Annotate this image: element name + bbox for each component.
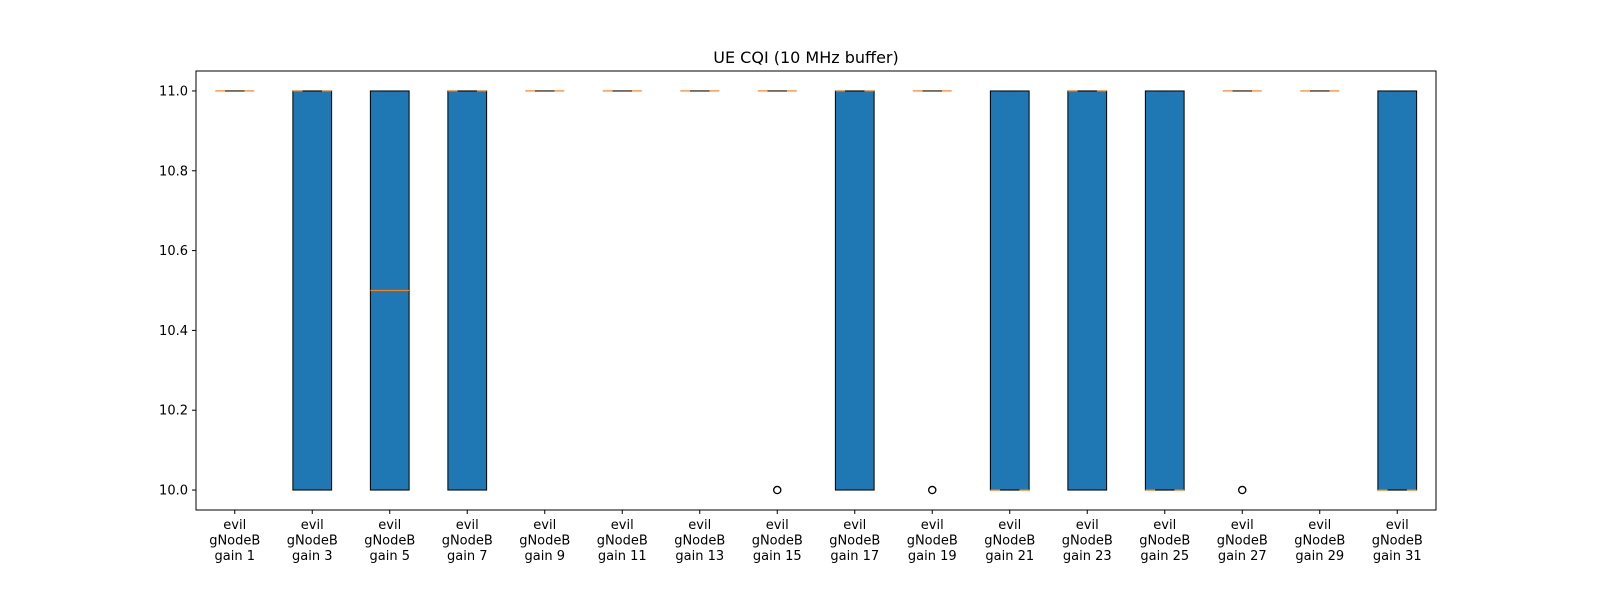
x-tick-label: gNodeB: [442, 534, 493, 549]
x-tick-label: evil: [1153, 518, 1176, 533]
x-tick-label: gain 5: [370, 549, 410, 564]
y-tick-label: 10.2: [159, 404, 188, 419]
box-iqr: [1067, 90, 1108, 491]
x-tick-label: evil: [533, 518, 556, 533]
box-15: [1300, 90, 1340, 92]
x-tick-label: evil: [688, 518, 711, 533]
x-tick-label: gNodeB: [1372, 534, 1423, 549]
box-4: [447, 90, 488, 491]
x-tick-label: gain 1: [215, 549, 255, 564]
x-tick-label: gain 15: [753, 549, 802, 564]
y-tick-label: 10.8: [159, 164, 188, 179]
box-iqr: [447, 90, 488, 491]
x-tick-label: evil: [921, 518, 944, 533]
x-tick-label: gain 29: [1295, 549, 1344, 564]
x-tick-label: evil: [378, 518, 401, 533]
y-axis: 10.0 10.2 10.4 10.6 10.8 11.0: [159, 84, 196, 499]
x-tick-label: gain 19: [908, 549, 957, 564]
x-tick-label: gNodeB: [674, 534, 725, 549]
box-3: [369, 90, 410, 491]
x-tick-label: gain 3: [292, 549, 332, 564]
x-tick-label: evil: [1231, 518, 1254, 533]
outlier-point: [1238, 485, 1247, 495]
x-tick-label: gain 13: [675, 549, 724, 564]
x-tick-label: evil: [223, 518, 246, 533]
x-tick-label: gNodeB: [752, 534, 803, 549]
x-tick-label: evil: [301, 518, 324, 533]
outlier-point: [773, 485, 782, 495]
x-tick-label: gain 7: [447, 549, 487, 564]
x-tick-label: gNodeB: [1217, 534, 1268, 549]
box-9: [834, 90, 875, 491]
x-tick-label: gain 31: [1373, 549, 1422, 564]
x-tick-label: evil: [1386, 518, 1409, 533]
x-tick-label: gNodeB: [364, 534, 415, 549]
box-16: [1377, 90, 1418, 491]
x-tick-label: evil: [1076, 518, 1099, 533]
x-tick-label: gain 23: [1063, 549, 1112, 564]
x-tick-label: gNodeB: [597, 534, 648, 549]
box-5: [525, 90, 565, 92]
box-iqr: [834, 90, 875, 491]
box-7: [680, 90, 720, 92]
box-iqr: [1144, 90, 1185, 491]
x-tick-label: gain 11: [598, 549, 647, 564]
box-2: [292, 90, 333, 491]
x-tick-label: gain 27: [1218, 549, 1267, 564]
box-1: [215, 90, 255, 92]
x-tick-label: gain 9: [525, 549, 565, 564]
x-tick-label: gNodeB: [209, 534, 260, 549]
x-tick-label: gNodeB: [1294, 534, 1345, 549]
box-iqr: [1377, 90, 1418, 491]
chart-title: UE CQI (10 MHz buffer): [713, 48, 898, 67]
y-tick-label: 10.4: [159, 324, 188, 339]
x-tick-label: evil: [1308, 518, 1331, 533]
x-tick-label: gain 21: [985, 549, 1034, 564]
box-13: [1144, 90, 1185, 491]
box-iqr: [989, 90, 1030, 491]
box-10: [912, 90, 952, 495]
box-12: [1067, 90, 1108, 491]
box-8: [757, 90, 797, 495]
x-tick-label: evil: [843, 518, 866, 533]
x-tick-label: gNodeB: [287, 534, 338, 549]
x-tick-label: gNodeB: [829, 534, 880, 549]
y-tick-label: 10.0: [159, 484, 188, 499]
box-6: [602, 90, 642, 92]
y-tick-label: 10.6: [159, 244, 188, 259]
plot-area: [215, 90, 1418, 495]
outlier-point: [928, 485, 937, 495]
y-tick-label: 11.0: [159, 84, 188, 99]
box-14: [1222, 90, 1262, 495]
x-tick-label: evil: [611, 518, 634, 533]
axes-frame: [195, 70, 1437, 511]
x-tick-label: gain 17: [830, 549, 879, 564]
x-tick-label: gNodeB: [907, 534, 958, 549]
x-tick-label: gNodeB: [519, 534, 570, 549]
x-tick-label: evil: [998, 518, 1021, 533]
x-tick-label: gNodeB: [1139, 534, 1190, 549]
x-tick-label: gNodeB: [984, 534, 1035, 549]
x-tick-label: evil: [456, 518, 479, 533]
box-iqr: [292, 90, 333, 491]
box-11: [989, 90, 1030, 491]
x-tick-label: evil: [766, 518, 789, 533]
x-tick-label: gNodeB: [1062, 534, 1113, 549]
x-tick-label: gain 25: [1140, 549, 1189, 564]
